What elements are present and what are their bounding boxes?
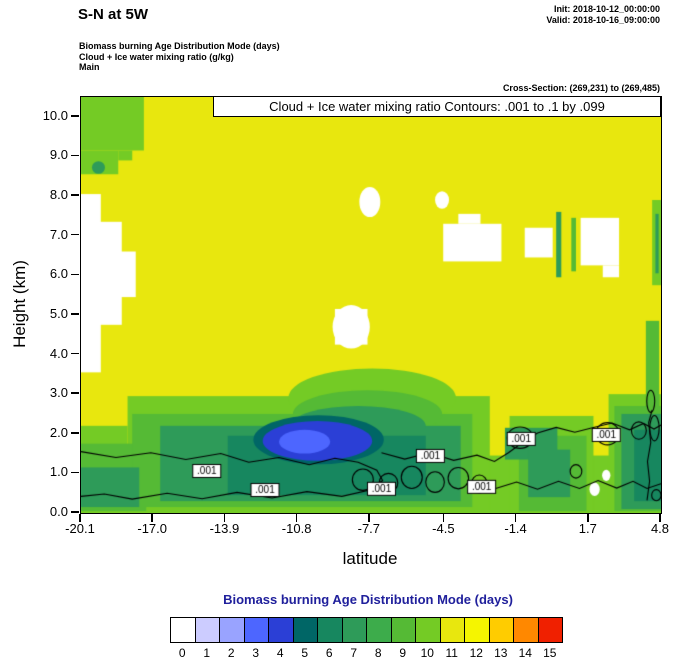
colorbar-value-label: 2 [227, 646, 235, 660]
y-tick-label: 2.0 [49, 424, 68, 440]
colorbar-value-label: 9 [399, 646, 407, 660]
colorbar-value-label: 12 [469, 646, 483, 660]
x-tick [442, 514, 445, 522]
colorbar-swatch [537, 617, 563, 643]
x-tick [368, 514, 370, 522]
x-tick-label: -4.5 [432, 521, 455, 536]
y-tick-label: 3.0 [49, 385, 68, 401]
colorbar-value-label: 3 [252, 646, 260, 660]
x-tick [295, 514, 298, 522]
page-title: S-N at 5W [78, 6, 149, 23]
x-tick [587, 514, 589, 522]
x-tick-label: 4.8 [650, 521, 670, 536]
x-tick-label: 1.7 [578, 521, 597, 536]
cross-section-info: Cross-Section: (269,231) to (269,485) [502, 83, 660, 93]
valid-time: Valid: 2018-10-16_09:00:00 [546, 15, 660, 25]
x-tick-label: -17.0 [137, 521, 168, 536]
colorbar-value-label: 7 [350, 646, 358, 660]
x-tick-label: -1.4 [504, 521, 527, 536]
colorbar-value-label: 13 [494, 646, 508, 660]
colorbar-value-label: 4 [276, 646, 284, 660]
y-tick [71, 392, 79, 394]
colorbar-value-label: 8 [374, 646, 382, 660]
y-tick-label: 4.0 [49, 345, 68, 361]
x-tick [514, 514, 517, 522]
y-tick [71, 154, 79, 157]
colorbar-value-label: 6 [325, 646, 333, 660]
colorbar-swatch [243, 617, 269, 643]
colorbar-swatch [439, 617, 465, 643]
y-tick-label: 8.0 [49, 187, 68, 203]
y-tick [71, 233, 79, 236]
x-tick-label: -13.9 [209, 521, 240, 536]
colorbar-value-label: 15 [543, 646, 557, 660]
y-tick-label: 5.0 [49, 305, 68, 321]
y-tick [71, 352, 79, 355]
colorbar-swatch [366, 617, 392, 643]
y-tick-label: 0.0 [49, 504, 68, 519]
x-tick-label: -7.7 [357, 521, 381, 536]
y-tick [71, 432, 79, 434]
y-tick-label: 1.0 [49, 464, 68, 480]
y-tick-label: 7.0 [49, 226, 68, 242]
y-tick [71, 471, 79, 474]
y-tick [71, 313, 79, 315]
colorbar-swatch [170, 617, 196, 643]
field-line-3: Main [79, 62, 100, 72]
x-tick [79, 514, 81, 522]
colorbar-value-label: 14 [518, 646, 532, 660]
colorbar-title: Biomass burning Age Distribution Mode (d… [223, 592, 513, 607]
colorbar-swatch [194, 617, 220, 643]
plot-title-box: Cloud + Ice water mixing ratio Contours:… [213, 96, 661, 117]
colorbar-swatch [390, 617, 416, 643]
x-tick [659, 514, 661, 522]
field-line-2: Cloud + Ice water mixing ratio (g/kg) [79, 51, 234, 62]
field-line-1: Biomass burning Age Distribution Mode (d… [79, 41, 280, 51]
y-tick [71, 194, 79, 196]
field-description: Biomass burning Age Distribution Mode (d… [79, 41, 280, 73]
colorbar-value-label: 1 [203, 646, 211, 660]
colorbar-swatch [464, 617, 490, 643]
y-tick [71, 511, 79, 513]
colorbar-swatch [513, 617, 539, 643]
colorbar-value-label: 5 [301, 646, 309, 660]
y-tick-label: 6.0 [49, 266, 68, 282]
colorbar-value-label: 11 [445, 646, 458, 660]
x-tick-label: -20.1 [65, 521, 95, 536]
colorbar-swatch [488, 617, 514, 643]
y-tick-label: 10.0 [42, 107, 68, 123]
colorbar-swatch [292, 617, 318, 643]
x-axis-title: latitude [342, 549, 398, 568]
contour-field-canvas [81, 97, 661, 513]
colorbar-swatch [219, 617, 245, 643]
x-tick [151, 514, 153, 522]
colorbar-value-label: 0 [178, 646, 186, 660]
x-tick-label: -10.8 [281, 521, 312, 536]
colorbar-swatch [317, 617, 343, 643]
colorbar-swatch [415, 617, 441, 643]
cross-section-plot: Cloud + Ice water mixing ratio Contours:… [80, 96, 662, 514]
model-times: Init: 2018-10-12_00:00:00 Valid: 2018-10… [546, 4, 660, 26]
y-tick-label: 9.0 [49, 147, 68, 163]
colorbar-value-label: 10 [420, 646, 434, 660]
colorbar-swatch [268, 617, 294, 643]
y-tick [71, 115, 79, 117]
y-tick [71, 273, 79, 276]
init-time: Init: 2018-10-12_00:00:00 [553, 4, 660, 14]
x-tick [223, 514, 226, 522]
colorbar-swatch [341, 617, 367, 643]
